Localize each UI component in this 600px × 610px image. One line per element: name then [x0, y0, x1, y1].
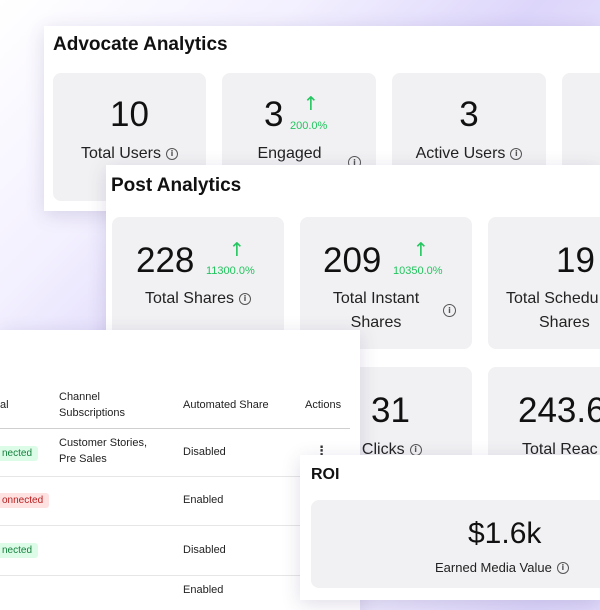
roi-title: ROI: [311, 466, 340, 483]
engaged-change: 200.0%: [290, 120, 328, 132]
total-reach-value: 243.6: [518, 391, 600, 430]
info-icon[interactable]: i: [443, 304, 456, 317]
earned-media-value: $1.6k: [468, 517, 542, 550]
status-badge: nected: [0, 446, 39, 461]
total-users-value: 10: [110, 95, 149, 134]
total-instant-shares-value: 209: [323, 241, 382, 280]
total-instant-shares-label-1: Total Instant: [332, 290, 420, 307]
total-scheduled-shares-value: 19: [556, 241, 595, 280]
info-icon[interactable]: i: [510, 148, 523, 160]
automated-share-cell: Enabled: [183, 494, 224, 506]
engaged-label: Engaged: [257, 145, 322, 162]
advocates-table-panel: al Channel Subscriptions Automated Share…: [0, 330, 360, 610]
total-instant-shares-label-2: Shares: [350, 314, 402, 331]
advocate-analytics-title: Advocate Analytics: [53, 34, 228, 55]
total-shares-value: 228: [136, 241, 195, 280]
earned-media-value-card[interactable]: $1.6k Earned Media Value i: [311, 500, 600, 588]
arrow-up-icon: ↑: [303, 93, 319, 115]
active-users-value: 3: [459, 95, 479, 134]
column-header-status: al: [0, 399, 9, 411]
row-divider: [0, 575, 350, 576]
automated-share-cell: Disabled: [183, 544, 226, 556]
arrow-up-icon: ↑: [413, 239, 429, 261]
roi-panel: ROI $1.6k Earned Media Value i: [300, 455, 600, 600]
info-icon[interactable]: i: [238, 293, 251, 305]
total-clicks-value: 31: [371, 391, 410, 430]
engaged-value: 3: [264, 95, 284, 134]
channel-subscriptions-cell-1: Customer Stories,: [59, 437, 148, 449]
info-icon[interactable]: i: [556, 562, 569, 574]
column-header-channel-2: Subscriptions: [59, 407, 126, 419]
total-instant-shares-change: 10350.0%: [393, 265, 443, 277]
total-shares-card[interactable]: 228 ↑ 11300.0% Total Shares i: [112, 217, 284, 349]
column-header-automated-share: Automated Share: [183, 399, 269, 411]
total-shares-label: Total Shares i: [112, 290, 284, 308]
total-users-label: Total Users i: [53, 145, 206, 163]
total-scheduled-shares-label-2: Shares: [539, 314, 590, 331]
automated-share-cell: Enabled: [183, 584, 224, 596]
channel-subscriptions-cell-2: Pre Sales: [59, 453, 107, 465]
post-analytics-title: Post Analytics: [111, 175, 242, 196]
total-instant-shares-card[interactable]: 209 ↑ 10350.0% Total Instant Shares i: [300, 217, 472, 349]
total-scheduled-shares-label-1: Total Schedu: [506, 290, 599, 307]
row-divider: [0, 525, 350, 526]
header-divider: [0, 428, 350, 429]
automated-share-cell: Disabled: [183, 446, 226, 458]
row-divider: [0, 476, 350, 477]
arrow-up-icon: ↑: [229, 239, 245, 261]
column-header-actions: Actions: [305, 399, 342, 411]
total-scheduled-shares-card[interactable]: 19 Total Schedu Shares: [488, 217, 600, 349]
total-shares-change: 11300.0%: [206, 265, 255, 277]
kebab-menu-icon[interactable]: ⋮: [315, 443, 328, 458]
status-badge: nected: [0, 543, 39, 558]
status-badge: onnected: [0, 493, 50, 508]
column-header-channel-1: Channel: [59, 391, 100, 403]
earned-media-value-label: Earned Media Value i: [435, 560, 569, 575]
info-icon[interactable]: i: [166, 148, 179, 160]
total-reach-label: Total Reac: [522, 441, 598, 458]
active-users-label: Active Users i: [392, 145, 546, 163]
total-reach-card[interactable]: 243.6 Total Reac: [488, 367, 600, 465]
